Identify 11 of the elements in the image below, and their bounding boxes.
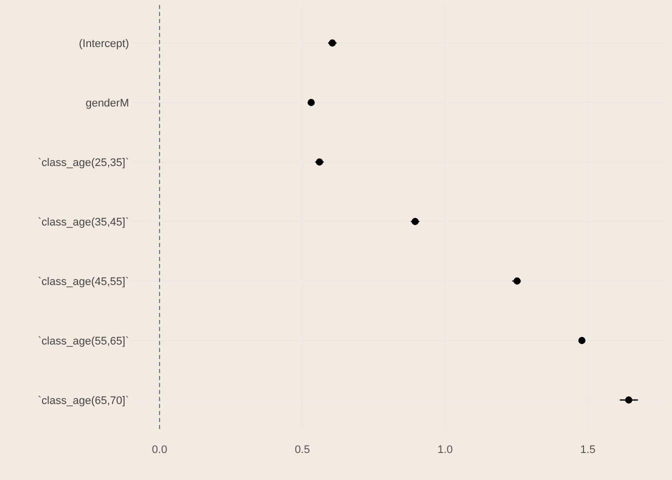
y-tick-label: genderM	[86, 98, 129, 110]
x-tick-label: 0.5	[294, 444, 310, 456]
y-tick-label: `class_age(55,65]`	[38, 336, 129, 348]
x-tick-label: 1.5	[580, 444, 596, 456]
y-tick-label: `class_age(25,35]`	[38, 157, 129, 169]
y-tick-label: `class_age(45,55]`	[38, 276, 129, 288]
y-tick-label: (Intercept)	[78, 38, 129, 50]
y-tick-label: `class_age(35,45]`	[38, 216, 129, 228]
x-tick-label: 0.0	[152, 444, 168, 456]
x-tick-label: 1.0	[437, 444, 453, 456]
y-tick-label: `class_age(65,70]`	[38, 395, 129, 407]
